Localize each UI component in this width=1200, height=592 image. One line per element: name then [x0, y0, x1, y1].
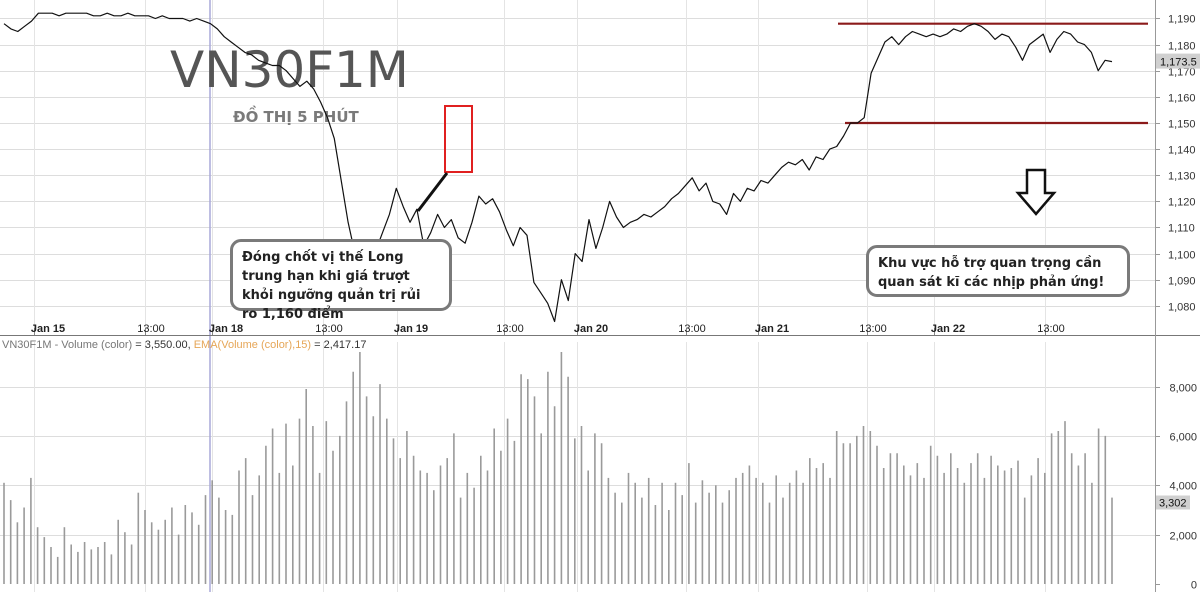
time-tick-label: 13:00 — [678, 323, 706, 335]
symbol-title: VN30F1M — [170, 41, 409, 99]
price-last-value-tag: 1,173.5 — [1156, 53, 1200, 69]
callout-pointer-line — [416, 172, 449, 212]
chart-subtitle: ĐỒ THỊ 5 PHÚT — [233, 104, 360, 126]
volume-tick-label: 2,000 — [1169, 531, 1197, 543]
ema-legend-value: 2,417.17 — [324, 339, 367, 351]
price-tick-label: 1,160 — [1168, 93, 1196, 105]
price-axis: 1,080 1,090 1,100 1,110 1,120 1,130 1,140 1,150… — [1156, 14, 1196, 314]
price-tick-label: 1,180 — [1168, 41, 1196, 53]
volume-bars — [3, 352, 1113, 584]
price-tick-label: 1,140 — [1168, 145, 1196, 157]
time-tick-label: 13:00 — [315, 323, 343, 335]
time-tick-label: Jan 15 — [31, 323, 65, 335]
price-tick-label: 1,090 — [1168, 276, 1196, 288]
time-tick-label: Jan 20 — [574, 323, 608, 335]
down-arrow-icon — [1015, 168, 1057, 216]
price-tick-label: 1,080 — [1168, 302, 1196, 314]
volume-axis: 0 2,000 4,000 6,000 8,000 — [1156, 383, 1197, 592]
time-tick-label: Jan 18 — [209, 323, 243, 335]
time-tick-label: 13:00 — [496, 323, 524, 335]
support-resistance-lines — [838, 22, 1148, 125]
time-tick-label: Jan 21 — [755, 323, 789, 335]
support-note-callout: Khu vực hỗ trợ quan trọng cần quan sát k… — [866, 245, 1130, 297]
time-axis: Jan 15 13:00 Jan 18 13:00 Jan 19 13:00 Jan 20 1… — [31, 323, 1065, 335]
volume-grid — [0, 342, 1156, 592]
price-tick-label: 1,120 — [1168, 197, 1196, 209]
time-tick-label: 13:00 — [1037, 323, 1065, 335]
price-tick-label: 1,130 — [1168, 171, 1196, 183]
ema-legend-equals: = — [311, 339, 324, 351]
volume-tick-label: 4,000 — [1169, 481, 1197, 493]
volume-legend-separator: , — [188, 339, 194, 351]
time-tick-label: 13:00 — [137, 323, 165, 335]
time-tick-label: Jan 19 — [394, 323, 428, 335]
price-series-line — [3, 12, 1113, 323]
volume-tick-label: 8,000 — [1169, 383, 1197, 395]
price-tick-label: 1,150 — [1168, 119, 1196, 131]
volume-last-value: 3,302 — [1159, 498, 1187, 510]
volume-tick-label: 6,000 — [1169, 432, 1197, 444]
volume-last-value-tag: 3,302 — [1156, 495, 1190, 510]
price-last-value: 1,173.5 — [1160, 57, 1197, 69]
volume-tick-label: 0 — [1191, 580, 1197, 592]
ema-legend-name: EMA(Volume (color),15) — [194, 339, 311, 351]
volume-legend-name: VN30F1M - Volume (color) — [2, 339, 132, 351]
volume-legend-equals: = — [132, 339, 145, 351]
volume-legend-value: 3,550.00 — [145, 339, 188, 351]
volume-legend: VN30F1M - Volume (color) = 3,550.00, EMA… — [2, 339, 366, 351]
price-tick-label: 1,190 — [1168, 14, 1196, 26]
price-tick-label: 1,170 — [1168, 67, 1196, 79]
time-tick-label: 13:00 — [859, 323, 887, 335]
breakdown-highlight-box — [444, 105, 473, 173]
price-tick-label: 1,100 — [1168, 250, 1196, 262]
exit-note-callout: Đóng chốt vị thế Long trung hạn khi giá … — [230, 239, 452, 322]
time-tick-label: Jan 22 — [931, 323, 965, 335]
price-tick-label: 1,110 — [1168, 223, 1195, 235]
